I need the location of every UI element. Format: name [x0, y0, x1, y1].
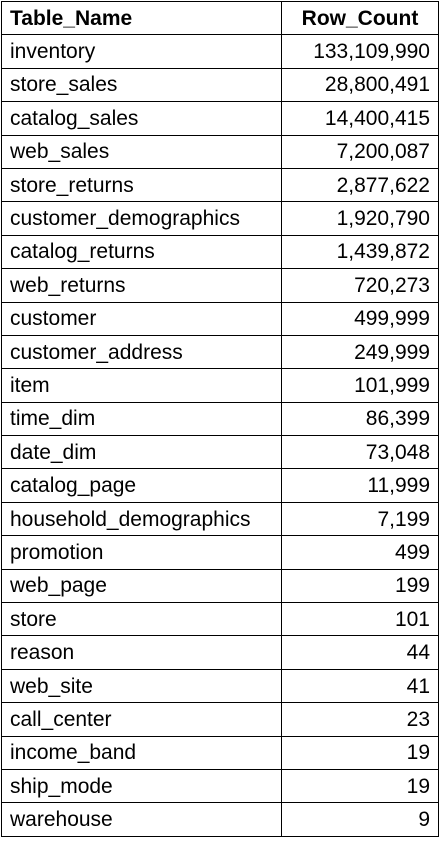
header-row: Table_Name Row_Count	[2, 2, 439, 35]
table-name-cell: call_center	[2, 703, 282, 736]
table-name-cell: catalog_sales	[2, 102, 282, 135]
row-count-cell: 133,109,990	[282, 35, 439, 68]
row-count-cell: 28,800,491	[282, 68, 439, 101]
row-count-cell: 101	[282, 603, 439, 636]
table-row: web_page 199	[2, 569, 439, 602]
row-count-cell: 73,048	[282, 436, 439, 469]
table-name-cell: store_returns	[2, 168, 282, 201]
table-name-cell: web_page	[2, 569, 282, 602]
row-count-table-container: Table_Name Row_Count inventory 133,109,99…	[1, 1, 439, 837]
table-name-cell: customer_address	[2, 335, 282, 368]
table-row: web_sales 7,200,087	[2, 135, 439, 168]
table-name-cell: inventory	[2, 35, 282, 68]
table-row: catalog_sales 14,400,415	[2, 102, 439, 135]
table-row: web_returns 720,273	[2, 269, 439, 302]
table-name-cell: web_site	[2, 669, 282, 702]
table-name-cell: customer_demographics	[2, 202, 282, 235]
table-name-cell: promotion	[2, 536, 282, 569]
table-row: ship_mode 19	[2, 769, 439, 802]
table-name-cell: reason	[2, 636, 282, 669]
row-count-cell: 11,999	[282, 469, 439, 502]
table-row: household_demographics 7,199	[2, 502, 439, 535]
column-header-table-name: Table_Name	[2, 2, 282, 35]
table-row: warehouse 9	[2, 803, 439, 836]
table-row: reason 44	[2, 636, 439, 669]
table-name-cell: catalog_returns	[2, 235, 282, 268]
row-count-cell: 19	[282, 736, 439, 769]
row-count-cell: 1,920,790	[282, 202, 439, 235]
row-count-cell: 41	[282, 669, 439, 702]
table-row: customer_address 249,999	[2, 335, 439, 368]
row-count-cell: 19	[282, 769, 439, 802]
table-row: customer 499,999	[2, 302, 439, 335]
row-count-cell: 7,199	[282, 502, 439, 535]
table-name-cell: time_dim	[2, 402, 282, 435]
row-count-cell: 44	[282, 636, 439, 669]
table-name-cell: web_returns	[2, 269, 282, 302]
table-name-cell: ship_mode	[2, 769, 282, 802]
row-count-cell: 720,273	[282, 269, 439, 302]
table-name-cell: income_band	[2, 736, 282, 769]
row-count-cell: 2,877,622	[282, 168, 439, 201]
table-name-cell: customer	[2, 302, 282, 335]
table-row: customer_demographics 1,920,790	[2, 202, 439, 235]
row-count-cell: 23	[282, 703, 439, 736]
row-count-cell: 86,399	[282, 402, 439, 435]
column-header-row-count: Row_Count	[282, 2, 439, 35]
row-count-cell: 499	[282, 536, 439, 569]
table-name-cell: catalog_page	[2, 469, 282, 502]
row-count-cell: 1,439,872	[282, 235, 439, 268]
table-row: item 101,999	[2, 369, 439, 402]
table-row: web_site 41	[2, 669, 439, 702]
table-name-cell: store	[2, 603, 282, 636]
table-name-cell: store_sales	[2, 68, 282, 101]
row-count-cell: 199	[282, 569, 439, 602]
table-name-cell: web_sales	[2, 135, 282, 168]
table-row: catalog_page 11,999	[2, 469, 439, 502]
table-row: call_center 23	[2, 703, 439, 736]
row-count-cell: 9	[282, 803, 439, 836]
row-count-cell: 249,999	[282, 335, 439, 368]
table-row: promotion 499	[2, 536, 439, 569]
table-row: store_sales 28,800,491	[2, 68, 439, 101]
row-count-cell: 101,999	[282, 369, 439, 402]
table-row: inventory 133,109,990	[2, 35, 439, 68]
table-row: date_dim 73,048	[2, 436, 439, 469]
row-count-table: Table_Name Row_Count inventory 133,109,99…	[1, 1, 439, 837]
table-row: store_returns 2,877,622	[2, 168, 439, 201]
table-name-cell: warehouse	[2, 803, 282, 836]
row-count-cell: 14,400,415	[282, 102, 439, 135]
row-count-cell: 7,200,087	[282, 135, 439, 168]
table-name-cell: item	[2, 369, 282, 402]
table-name-cell: date_dim	[2, 436, 282, 469]
table-row: income_band 19	[2, 736, 439, 769]
table-row: time_dim 86,399	[2, 402, 439, 435]
row-count-cell: 499,999	[282, 302, 439, 335]
table-name-cell: household_demographics	[2, 502, 282, 535]
table-body: inventory 133,109,990 store_sales 28,800,49…	[2, 35, 439, 836]
table-row: store 101	[2, 603, 439, 636]
table-row: catalog_returns 1,439,872	[2, 235, 439, 268]
